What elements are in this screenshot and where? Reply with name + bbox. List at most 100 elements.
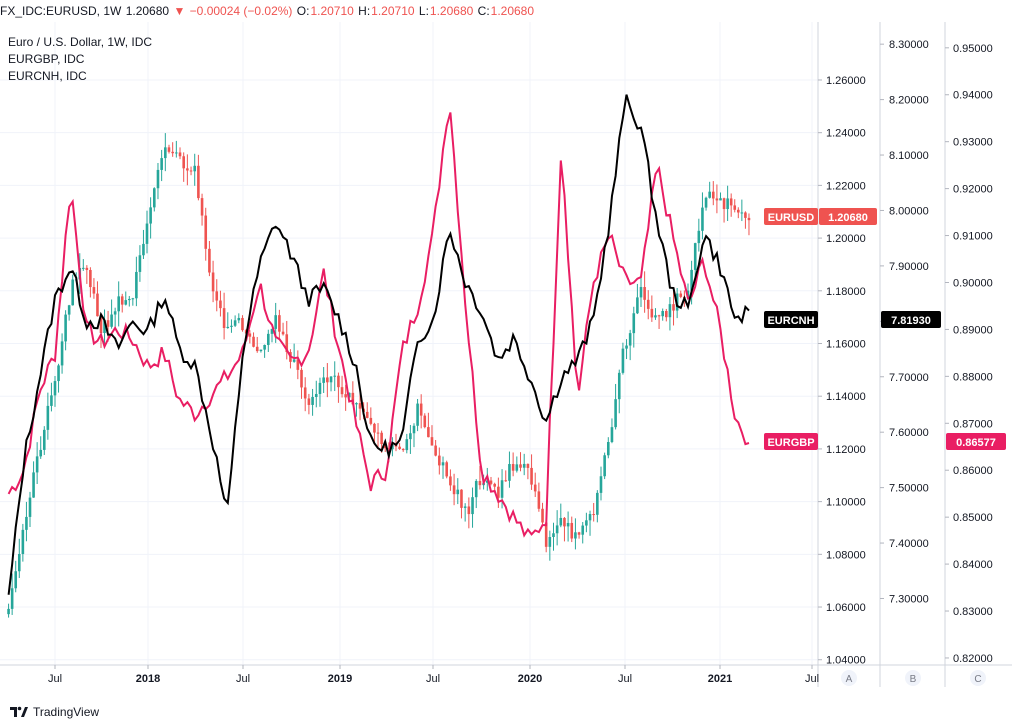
candle-body bbox=[156, 169, 160, 189]
price-axis-a[interactable]: 1.26000 1.24000 1.22000 1.20000 1.18000 1.160… bbox=[818, 75, 866, 667]
candle-body bbox=[92, 287, 96, 294]
close-value: 1.20680 bbox=[490, 4, 535, 18]
candle-body bbox=[226, 326, 230, 329]
candle-body bbox=[711, 191, 715, 199]
candle-body bbox=[654, 315, 657, 318]
candle-body bbox=[17, 553, 21, 572]
candle-body bbox=[438, 455, 441, 466]
candle-body bbox=[103, 320, 106, 333]
candle-body bbox=[570, 522, 574, 539]
candle-body bbox=[419, 403, 423, 416]
candle-body bbox=[719, 198, 722, 201]
axis-c-tick-label: 0.82000 bbox=[953, 653, 993, 665]
candle-body bbox=[559, 517, 563, 526]
price-axis-c[interactable]: 0.95000 0.94000 0.93000 0.92000 0.91000 0.900… bbox=[945, 43, 993, 665]
brand-name: TradingView bbox=[33, 704, 100, 719]
candle-body bbox=[708, 191, 711, 198]
candle-body bbox=[85, 267, 89, 270]
eurgbp-tag-label: EURGBP bbox=[767, 437, 814, 449]
time-axis-label: 2020 bbox=[518, 673, 542, 685]
last-price: 1.20680 bbox=[125, 4, 170, 18]
candle-body bbox=[120, 296, 124, 305]
candle-body bbox=[252, 336, 255, 347]
candle-body bbox=[632, 313, 636, 334]
candle-body bbox=[14, 571, 18, 589]
time-axis-label: Jul bbox=[48, 673, 62, 685]
candle-body bbox=[478, 480, 482, 486]
candle-body bbox=[693, 243, 697, 270]
candle-body bbox=[679, 293, 683, 297]
candle-body bbox=[318, 382, 322, 395]
candle-body bbox=[606, 442, 610, 456]
candle-body bbox=[467, 506, 471, 515]
price-axis-b[interactable]: 8.300008.200008.100008.000007.900007.800… bbox=[880, 39, 929, 605]
low-label: L: bbox=[418, 4, 429, 18]
candle-body bbox=[96, 293, 99, 317]
candle-body bbox=[519, 464, 522, 468]
candle-body bbox=[131, 298, 135, 300]
candle-body bbox=[110, 314, 113, 327]
candle-body bbox=[376, 432, 380, 434]
candle-body bbox=[333, 375, 337, 377]
candle-body bbox=[574, 532, 577, 539]
candle-body bbox=[563, 517, 566, 527]
candle-body bbox=[233, 320, 237, 326]
candle-body bbox=[391, 444, 394, 450]
candle-body bbox=[672, 304, 675, 311]
time-axis-label: Jul bbox=[805, 673, 819, 685]
candle-body bbox=[64, 314, 67, 342]
candle-body bbox=[614, 399, 617, 428]
candle-body bbox=[544, 522, 548, 547]
legend-eurgbp[interactable]: EURGBP, IDC bbox=[8, 52, 85, 66]
candle-body bbox=[427, 427, 430, 438]
axis-a-tick-label: 1.08000 bbox=[826, 549, 866, 561]
candle-body bbox=[292, 359, 296, 362]
axis-b-tick-label: 8.00000 bbox=[889, 205, 929, 217]
time-axis[interactable]: Jul 2018 Jul 2019 Jul 2020 Jul 2021 Jul bbox=[48, 665, 819, 685]
candle-body bbox=[665, 310, 668, 318]
candle-body bbox=[127, 298, 131, 301]
axis-c-tick-label: 0.94000 bbox=[953, 90, 993, 102]
candle-body bbox=[365, 411, 369, 418]
candle-body bbox=[255, 346, 259, 352]
axis-b-tick-label: 7.40000 bbox=[889, 538, 929, 550]
chart-area[interactable]: 1.26000 1.24000 1.22000 1.20000 1.18000 1.160… bbox=[0, 22, 1012, 700]
candle-body bbox=[434, 445, 437, 456]
time-axis-label: Jul bbox=[236, 673, 250, 685]
candle-body bbox=[57, 365, 60, 382]
axis-a-tick-label: 1.24000 bbox=[826, 128, 866, 140]
candle-body bbox=[164, 147, 167, 159]
candle-body bbox=[733, 205, 737, 210]
candle-body bbox=[610, 427, 614, 443]
candle-body bbox=[500, 480, 504, 498]
low-value: 1.20680 bbox=[429, 4, 474, 18]
candle-body bbox=[646, 299, 650, 309]
candle-body bbox=[463, 506, 467, 508]
candle-body bbox=[639, 287, 643, 298]
candle-body bbox=[412, 425, 416, 434]
candle-body bbox=[117, 296, 120, 312]
candle-body bbox=[32, 472, 35, 498]
footer-branding[interactable]: TradingView bbox=[0, 700, 300, 723]
axis-a-tick-label: 1.12000 bbox=[826, 444, 866, 456]
candle-body bbox=[441, 462, 445, 466]
candle-body bbox=[504, 480, 508, 482]
candle-body bbox=[369, 417, 373, 424]
open-label: O: bbox=[296, 4, 310, 18]
scale-button-a[interactable]: A bbox=[841, 670, 857, 686]
legend-main[interactable]: Euro / U.S. Dollar, 1W, IDC bbox=[8, 35, 152, 49]
scale-button-c[interactable]: C bbox=[970, 670, 986, 686]
eurusd-tag-label: EURUSD bbox=[768, 212, 815, 224]
candle-body bbox=[460, 489, 463, 508]
axis-c-tick-label: 0.85000 bbox=[953, 512, 993, 524]
candle-body bbox=[690, 269, 693, 291]
candle-body bbox=[617, 372, 621, 400]
symbol-title[interactable]: FX_IDC:EURUSD, 1W bbox=[0, 4, 122, 18]
time-axis-label: 2021 bbox=[708, 673, 732, 685]
legend-eurcnh[interactable]: EURCNH, IDC bbox=[8, 69, 87, 83]
eurusd-tag-value: 1.20680 bbox=[828, 212, 868, 224]
candle-body bbox=[270, 328, 274, 334]
candle-body bbox=[650, 308, 654, 318]
scale-button-b[interactable]: B bbox=[905, 670, 921, 686]
candle-body bbox=[60, 341, 64, 366]
